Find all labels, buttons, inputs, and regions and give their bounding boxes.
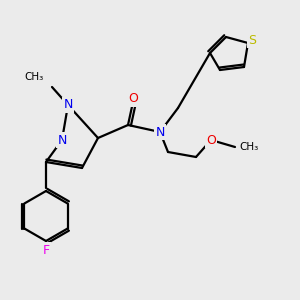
Text: N: N — [155, 125, 165, 139]
Text: S: S — [248, 34, 256, 46]
Text: N: N — [63, 98, 73, 112]
Text: O: O — [128, 92, 138, 106]
Text: F: F — [42, 244, 50, 256]
Text: N: N — [57, 134, 67, 146]
Text: CH₃: CH₃ — [25, 72, 44, 82]
Text: O: O — [206, 134, 216, 146]
Text: CH₃: CH₃ — [239, 142, 258, 152]
